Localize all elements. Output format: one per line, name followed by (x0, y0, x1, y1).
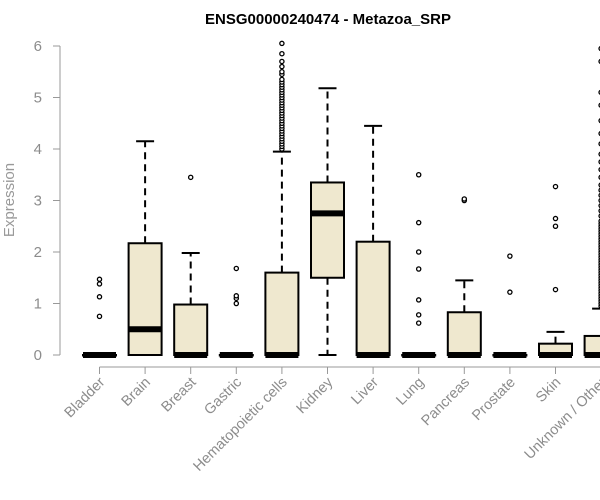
box (173, 303, 209, 356)
outlier-point (96, 313, 103, 320)
outlier-point (507, 289, 513, 295)
outlier-point (279, 63, 285, 70)
x-tick-label: Gastric (201, 375, 245, 419)
x-tick-label: Breast (159, 375, 200, 416)
outlier-point (507, 253, 513, 259)
x-tick-label: Liver (348, 374, 382, 408)
outlier-point (415, 171, 422, 178)
box-group (264, 40, 300, 358)
x-tick-label: Skin (533, 375, 564, 406)
y-axis-label: Expression (1, 163, 18, 237)
outlier-point (461, 196, 468, 202)
outlier-point (233, 293, 240, 299)
box-group (310, 87, 345, 356)
box-group (173, 174, 209, 358)
y-axis: 0 1 2 3 4 5 6 (34, 38, 61, 364)
box-group (538, 183, 573, 358)
outlier-point (279, 40, 285, 47)
outlier-point (415, 312, 422, 318)
y-tick-label: 3 (34, 193, 42, 210)
outlier-point (552, 215, 559, 222)
outlier-point (233, 265, 240, 272)
outlier-point (96, 294, 103, 300)
box-group (401, 171, 437, 358)
box-group (218, 265, 254, 358)
outlier-point (415, 297, 422, 303)
box (310, 181, 345, 279)
x-tick-label: Pancreas (418, 375, 473, 430)
y-tick-label: 5 (34, 90, 42, 107)
box (127, 242, 163, 356)
box (355, 240, 391, 356)
x-tick-label: Brain (119, 375, 154, 410)
outlier-point (279, 69, 285, 75)
outlier-point (279, 58, 285, 65)
y-tick-label: 4 (34, 141, 42, 158)
box-group (355, 124, 391, 358)
x-tick-label: Bladder (62, 374, 109, 421)
chart-title: ENSG00000240474 - Metazoa_SRP (205, 11, 451, 28)
x-tick-label: Kidney (294, 374, 337, 417)
outlier-point (279, 50, 285, 57)
outlier-point (552, 286, 559, 293)
outlier-point (415, 320, 422, 326)
outlier-point (552, 183, 559, 190)
box (264, 271, 300, 357)
x-tick-label: Prostate (469, 375, 518, 424)
y-tick-label: 6 (34, 38, 42, 55)
outlier-point (552, 223, 559, 229)
y-tick-label: 0 (34, 347, 42, 364)
x-tick-label: Lung (393, 375, 427, 409)
plot-area (82, 40, 600, 358)
outlier-point (415, 219, 422, 226)
box-group (492, 253, 528, 358)
outlier-point (415, 249, 422, 255)
outlier-point (96, 276, 103, 283)
y-tick-label: 2 (34, 244, 42, 261)
box (446, 311, 482, 357)
outlier-point (233, 300, 240, 307)
box-group (127, 140, 163, 356)
box-group (583, 46, 600, 358)
y-tick-label: 1 (34, 296, 42, 313)
box-group (82, 276, 117, 358)
box (583, 334, 600, 357)
box-group (446, 196, 482, 358)
outlier-point (187, 174, 194, 181)
outlier-point (415, 266, 422, 272)
outlier-point (279, 76, 285, 83)
outlier-point (96, 281, 103, 287)
